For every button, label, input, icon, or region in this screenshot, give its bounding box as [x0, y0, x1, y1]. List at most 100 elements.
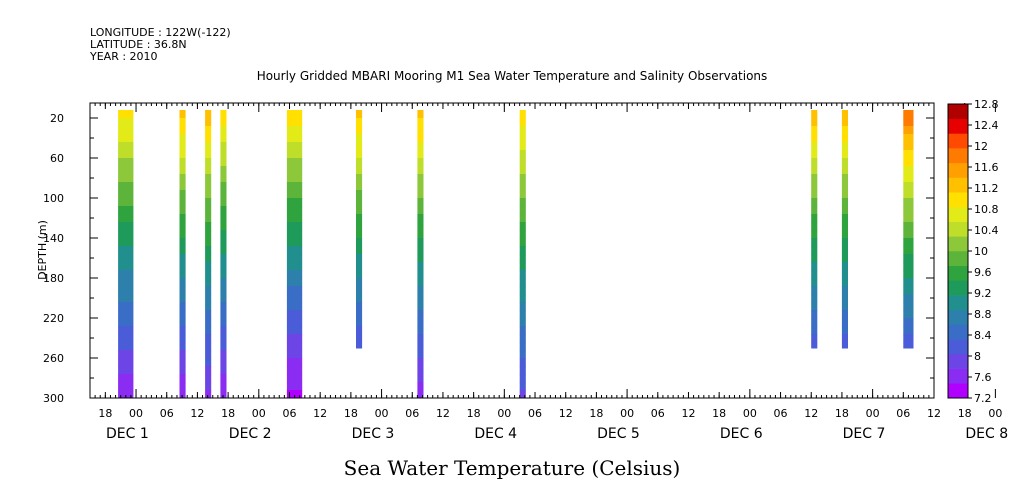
data-cell [519, 110, 526, 119]
data-column [118, 110, 134, 399]
axes: 20 60 100 140 180 220 260 300 18 00 06 12 18 00 06 12 18… [43, 103, 1008, 442]
data-cell [179, 238, 186, 247]
footer-title: Sea Water Temperature (Celsius) [344, 456, 681, 480]
data-cell [220, 126, 227, 135]
data-cell [205, 158, 212, 167]
data-cell [205, 366, 212, 375]
data-cell [903, 286, 914, 295]
data-cell [841, 190, 848, 199]
data-cell [220, 150, 227, 159]
data-cell [118, 158, 134, 167]
data-cell [417, 278, 424, 287]
data-cell [205, 230, 212, 239]
data-cell [220, 326, 227, 335]
x-tick-label: 06 [896, 407, 910, 420]
data-cell [903, 158, 914, 167]
data-cell [286, 158, 303, 167]
x-tick-label: 06 [282, 407, 296, 420]
data-cell [179, 206, 186, 215]
y-tick-label: 60 [50, 152, 64, 165]
data-cell [356, 174, 363, 183]
data-cell [519, 126, 526, 135]
data-cell [220, 198, 227, 207]
x-tick-label: 18 [221, 407, 235, 420]
data-cell [356, 126, 363, 135]
data-cell [220, 390, 227, 399]
data-cell [220, 174, 227, 183]
y-tick-label: 100 [43, 192, 64, 205]
data-cell [220, 286, 227, 295]
data-cell [811, 206, 818, 215]
data-cell [519, 134, 526, 143]
x-day-label: DEC 5 [597, 426, 640, 442]
data-cell [205, 238, 212, 247]
data-cell [519, 358, 526, 367]
x-tick-label: 06 [405, 407, 419, 420]
data-column [356, 110, 363, 349]
year-label: YEAR : 2010 [89, 50, 158, 63]
colorbar-tick-label: 12 [974, 140, 988, 153]
data-cell [356, 326, 363, 335]
data-cell [417, 358, 424, 367]
colorbar-tick-label: 7.6 [974, 371, 992, 384]
x-tick-label: 00 [620, 407, 634, 420]
data-cell [519, 302, 526, 311]
data-cell [118, 358, 134, 367]
data-cell [286, 310, 303, 319]
data-cell [205, 126, 212, 135]
y-tick-label: 260 [43, 352, 64, 365]
y-axis-label: DEPTH (m) [36, 220, 49, 280]
colorbar-swatch [948, 104, 968, 119]
data-cell [811, 246, 818, 255]
data-cell [220, 166, 227, 175]
data-cell [417, 366, 424, 375]
colorbar-swatch [948, 133, 968, 149]
data-cell [179, 254, 186, 263]
data-cell [179, 350, 186, 359]
data-cell [903, 214, 914, 223]
colorbar-tick-label: 9.6 [974, 266, 992, 279]
data-cell [519, 166, 526, 175]
data-cell [286, 222, 303, 231]
data-cell [417, 374, 424, 383]
x-tick-label: 06 [774, 407, 788, 420]
data-cell [286, 334, 303, 343]
data-cell [811, 262, 818, 271]
data-cell [220, 278, 227, 287]
data-cell [118, 150, 134, 159]
data-cell [417, 214, 424, 223]
data-cell [356, 142, 363, 151]
data-cell [179, 150, 186, 159]
data-cell [205, 254, 212, 263]
data-cell [205, 198, 212, 207]
data-cell [519, 174, 526, 183]
x-tick-label: 18 [958, 407, 972, 420]
data-cell [356, 318, 363, 327]
data-cell [179, 166, 186, 175]
data-cell [417, 182, 424, 191]
data-cell [417, 270, 424, 279]
data-cell [811, 334, 818, 343]
data-cell [286, 206, 303, 215]
data-cell [519, 366, 526, 375]
data-cell [519, 270, 526, 279]
data-cell [417, 294, 424, 303]
data-cell [519, 190, 526, 199]
colorbar-tick-label: 10.8 [974, 203, 999, 216]
data-cell [417, 302, 424, 311]
data-cell [118, 190, 134, 199]
data-cell [903, 118, 914, 127]
data-cell [356, 118, 363, 127]
data-cell [205, 118, 212, 127]
x-tick-label: 00 [497, 407, 511, 420]
data-cell [118, 222, 134, 231]
data-cell [356, 270, 363, 279]
data-cell [286, 182, 303, 191]
data-cell [811, 142, 818, 151]
data-cell [220, 350, 227, 359]
data-cell [118, 334, 134, 343]
data-cell [286, 318, 303, 327]
colorbar-swatch [948, 162, 968, 178]
data-cell [286, 246, 303, 255]
data-cell [903, 254, 914, 263]
